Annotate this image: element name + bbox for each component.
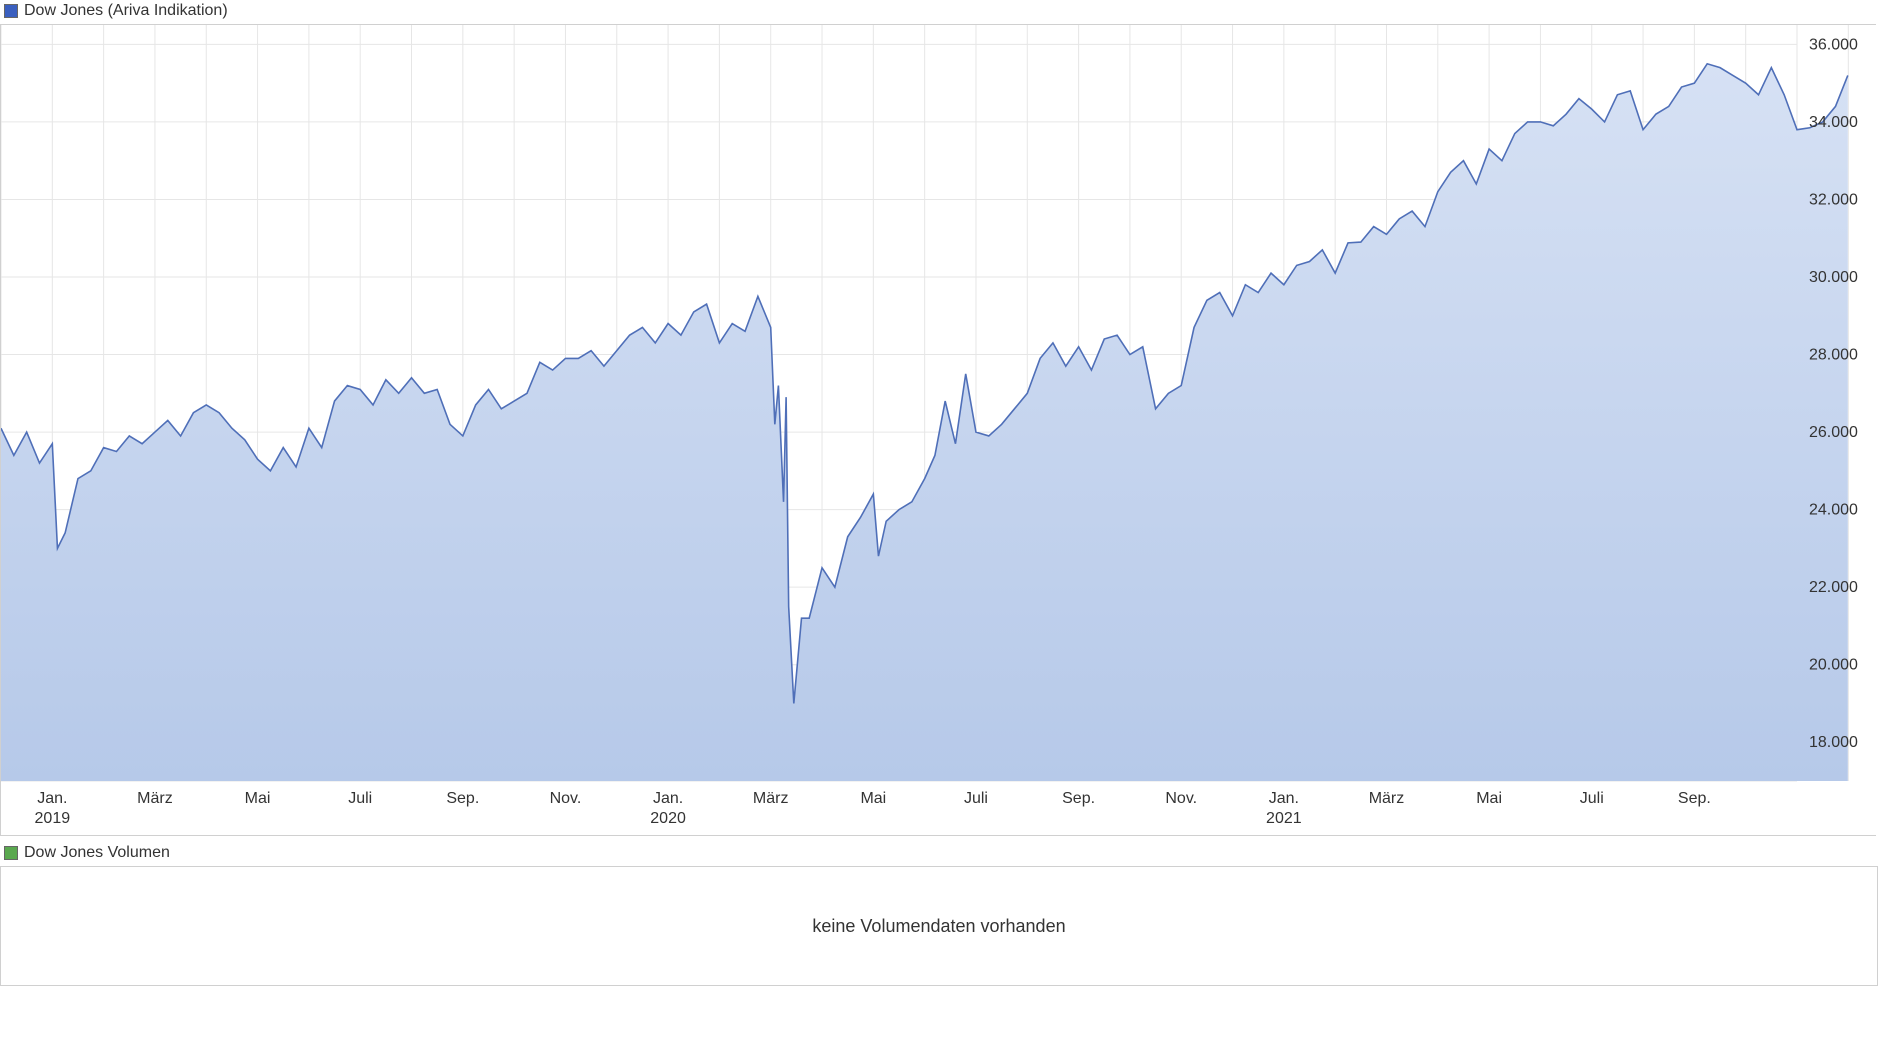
svg-text:2021: 2021 [1266, 810, 1302, 827]
svg-text:Jan.: Jan. [1269, 790, 1299, 807]
svg-text:Mai: Mai [1476, 790, 1502, 807]
svg-text:20.000: 20.000 [1809, 657, 1858, 674]
volume-legend-swatch-icon [4, 846, 18, 860]
volume-legend-label: Dow Jones Volumen [24, 844, 170, 862]
svg-text:März: März [137, 790, 173, 807]
svg-text:März: März [1369, 790, 1405, 807]
svg-text:Mai: Mai [860, 790, 886, 807]
svg-text:36.000: 36.000 [1809, 36, 1858, 53]
svg-text:Juli: Juli [1580, 790, 1604, 807]
svg-text:30.000: 30.000 [1809, 269, 1858, 286]
svg-text:32.000: 32.000 [1809, 191, 1858, 208]
volume-chart-frame: keine Volumendaten vorhanden [0, 866, 1878, 986]
svg-text:Mai: Mai [245, 790, 271, 807]
svg-text:18.000: 18.000 [1809, 734, 1858, 751]
price-legend-swatch-icon [4, 4, 18, 18]
svg-text:Sep.: Sep. [1062, 790, 1095, 807]
volume-placeholder-text: keine Volumendaten vorhanden [812, 916, 1065, 937]
price-legend: Dow Jones (Ariva Indikation) [0, 0, 1880, 24]
svg-text:Juli: Juli [964, 790, 988, 807]
svg-text:34.000: 34.000 [1809, 114, 1858, 131]
svg-text:Sep.: Sep. [446, 790, 479, 807]
svg-text:März: März [753, 790, 789, 807]
svg-text:Nov.: Nov. [550, 790, 582, 807]
price-chart-svg: 18.000 20.000 22.000 24.000 26.000 28.000 30.0… [1, 25, 1877, 835]
price-legend-label: Dow Jones (Ariva Indikation) [24, 2, 228, 20]
svg-text:Nov.: Nov. [1165, 790, 1197, 807]
svg-text:26.000: 26.000 [1809, 424, 1858, 441]
svg-text:2020: 2020 [650, 810, 686, 827]
svg-text:Sep.: Sep. [1678, 790, 1711, 807]
volume-legend: Dow Jones Volumen [0, 842, 1880, 866]
chart-layout: Dow Jones (Ariva Indikation) 18.000 20.00… [0, 0, 1880, 986]
price-chart-frame: 18.000 20.000 22.000 24.000 26.000 28.000 30.0… [0, 24, 1876, 836]
svg-text:Jan.: Jan. [653, 790, 683, 807]
svg-text:28.000: 28.000 [1809, 347, 1858, 364]
svg-text:Juli: Juli [348, 790, 372, 807]
svg-text:Jan.: Jan. [37, 790, 67, 807]
svg-text:24.000: 24.000 [1809, 502, 1858, 519]
svg-text:2019: 2019 [35, 810, 71, 827]
svg-text:22.000: 22.000 [1809, 579, 1858, 596]
